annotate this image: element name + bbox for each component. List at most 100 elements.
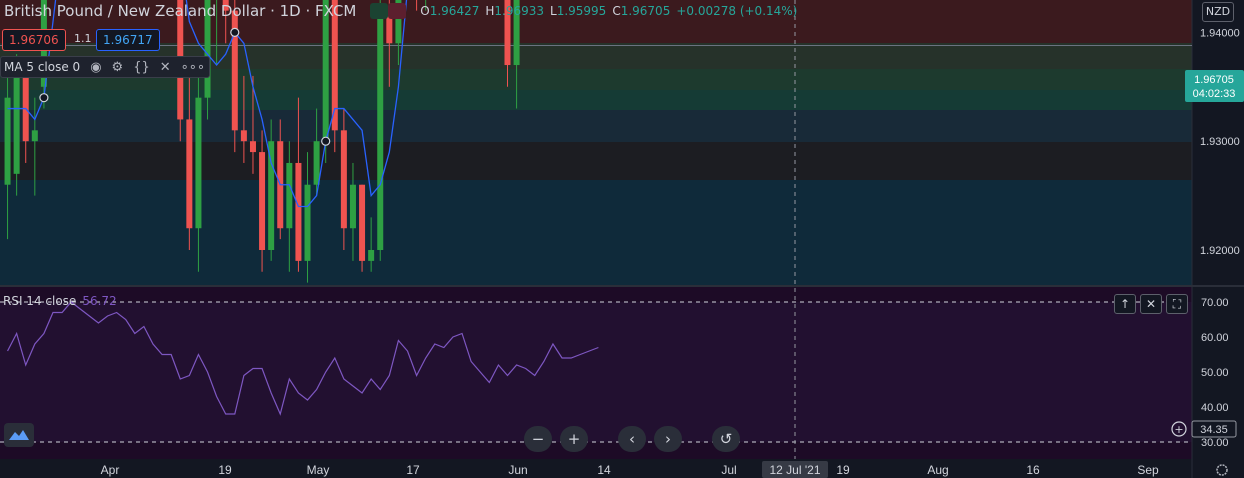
candle-body [377,10,384,251]
close-icon[interactable]: ✕ [159,59,171,75]
data-problem-icon [388,3,407,19]
candle-body [295,162,302,261]
candle-body [31,130,38,142]
candle-body [4,97,11,185]
add-level-plus: + [1174,423,1183,436]
price-tick-label: 1.94000 [1200,27,1240,39]
reset-chart-icon[interactable]: ↺ [712,426,740,452]
zone-top [0,0,1192,43]
last-price-tag: 1.96705 [1194,74,1234,86]
candle-body [286,162,293,229]
move-pane-up-icon[interactable]: ↑ [1114,294,1136,314]
time-tick-label: 16 [1026,463,1040,477]
time-tick-label: 19 [836,463,850,477]
zone-bottom [0,180,1192,285]
last-price-tag-bg [1185,70,1244,102]
chart-navigation: − + ‹ › ↺ [524,426,740,452]
currency-label: NZD [1205,5,1231,18]
zoom-out-icon[interactable]: − [524,426,552,452]
time-tick-label: 19 [218,463,232,477]
time-tick-label: Jul [721,463,736,477]
ohlc-low: L1.95995 [550,4,607,18]
nav-spacer [596,426,610,452]
rsi-legend-label: RSI 14 close [3,294,77,308]
ohlc-high: H1.96933 [485,4,544,18]
zone-dark [0,142,1192,180]
crosshair-date-label: 12 Jul '21 [770,463,821,477]
candle-body [259,152,266,250]
candle-body [13,75,20,174]
rsi-band [0,302,1192,442]
close-pane-icon[interactable]: ✕ [1140,294,1162,314]
pane-controls: ↑ ✕ ⛶ [1114,294,1188,314]
ohlc-change: +0.00278 (+0.14%) [676,4,798,18]
ma-legend[interactable]: MA 5 close 0 ◉ ⚙ {} ✕ ∘∘∘ [0,56,211,78]
candle-body [368,250,375,261]
rsi-legend[interactable]: RSI 14 close 56.72 [3,294,117,308]
ohlc-open: O1.96427 [420,4,480,18]
currency-selector[interactable]: NZD [1202,2,1234,22]
symbol-title[interactable]: British Pound / New Zealand Dollar · 1D … [4,2,357,20]
gear-icon[interactable]: ⚙ [111,59,124,75]
status-toggles[interactable] [370,3,407,19]
candle-body [222,0,229,11]
candle-body [322,0,329,142]
eye-icon[interactable]: ◉ [90,59,102,75]
candle-body [331,0,338,131]
candle-body [395,0,402,44]
time-tick-label: Jun [508,463,527,477]
time-tick-label: Aug [927,463,948,477]
candle-body [340,130,347,229]
buy-price: 1.96717 [103,33,153,47]
candle-body [513,0,520,66]
ma-point-marker [230,27,240,38]
ma-legend-label: MA 5 close 0 [4,60,81,74]
candle-body [504,0,511,66]
rsi-tick-label: 40.00 [1201,402,1229,414]
zoom-in-icon[interactable]: + [560,426,588,452]
add-level-icon[interactable] [1171,421,1187,437]
time-tick-label: Sep [1137,463,1159,477]
ma-point-marker [39,93,49,103]
rsi-marker-label: 34.35 [1200,424,1228,436]
spread-label: 1.1 [74,32,92,45]
tradingview-logo-icon[interactable] [4,423,34,447]
candle-body [304,184,311,261]
zone-mid [0,69,1192,90]
time-tick-label: May [307,463,330,477]
candle-body [249,141,256,153]
time-axis-bg [0,459,1192,478]
ma-line [7,0,408,208]
market-open-icon [370,3,389,19]
maximize-pane-icon[interactable]: ⛶ [1166,294,1188,314]
candle-body [268,141,275,250]
time-tick-label: 17 [406,463,420,477]
sell-price-box[interactable]: 1.96706 [2,29,66,51]
time-tick-label: 14 [597,463,611,477]
ohlc-close: C1.96705 [612,4,671,18]
more-icon[interactable]: ∘∘∘ [180,59,206,75]
buy-price-box[interactable]: 1.96717 [96,29,160,51]
symbol-legend: British Pound / New Zealand Dollar · 1D … [4,1,797,21]
price-tick-label: 1.93000 [1200,136,1240,148]
candle-body [386,10,393,44]
rsi-marker-bg [1191,420,1237,438]
rsi-tick-label: 30.00 [1201,437,1229,449]
settings-gear-icon[interactable] [1216,464,1228,476]
scroll-left-icon[interactable]: ‹ [618,426,646,452]
nav-spacer [690,426,704,452]
rsi-line [7,301,599,416]
rsi-tick-label: 70.00 [1201,297,1229,309]
crosshair-date-bg [762,461,828,478]
ma-point-marker [321,136,331,146]
candle-body [195,97,202,229]
rsi-legend-value: 56.72 [82,294,117,308]
rsi-tick-label: 60.00 [1201,332,1229,344]
candle-body [313,141,320,185]
scroll-right-icon[interactable]: › [654,426,682,452]
candle-body [186,119,193,229]
rsi-tick-label: 50.00 [1201,367,1229,379]
candle-body [204,0,211,98]
source-code-icon[interactable]: {} [133,59,150,75]
